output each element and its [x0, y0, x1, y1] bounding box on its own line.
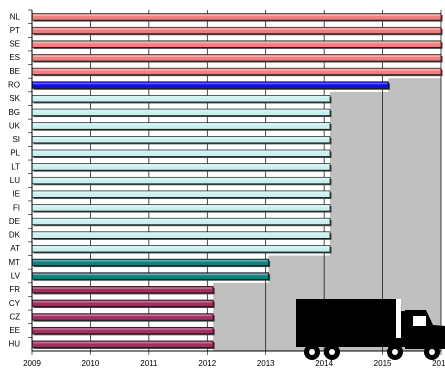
y-tick-label: EE — [9, 326, 20, 335]
bar-de — [31, 217, 332, 227]
y-tick-label: PL — [10, 149, 20, 158]
step-bg-fi — [329, 200, 441, 216]
x-tick-label: 2012 — [198, 359, 216, 368]
y-tick-label: LV — [11, 271, 21, 280]
step-bg-fr — [213, 282, 441, 297]
bar-si — [31, 136, 332, 145]
x-tick-label: 2010 — [82, 359, 100, 368]
y-tick-label: FI — [13, 203, 20, 212]
bar-hu — [31, 340, 215, 349]
y-tick-label: LT — [11, 162, 20, 171]
bar-dk — [31, 231, 332, 240]
y-tick-label: DE — [9, 217, 20, 226]
bar-sk — [31, 95, 332, 104]
bar-es — [31, 54, 443, 63]
x-tick-label: 2014 — [315, 359, 333, 368]
step-bg-pl — [329, 146, 441, 161]
step-bg-sk — [329, 91, 441, 106]
x-tick-label: 2016 — [432, 359, 445, 368]
y-tick-label: ES — [9, 53, 20, 62]
step-bg-lt — [329, 160, 441, 175]
bar-uk — [31, 122, 332, 131]
y-tick-label: FR — [9, 285, 20, 294]
y-tick-label: AT — [10, 244, 20, 253]
step-bg-si — [329, 132, 441, 147]
y-tick-label: SK — [9, 94, 20, 103]
bar-be — [31, 67, 443, 77]
x-axis-labels: 2009 2010 2011 2012 2013 2014 2015 2016 — [23, 351, 445, 368]
axes — [31, 10, 441, 352]
y-tick-label: LU — [10, 176, 20, 185]
x-tick-label: 2015 — [374, 359, 392, 368]
y-tick-label: UK — [9, 121, 21, 130]
step-bg-ro — [388, 78, 441, 93]
bar-lv — [31, 272, 271, 281]
bar-se — [31, 40, 443, 49]
bar-ie — [31, 190, 332, 199]
bar-mt — [31, 258, 271, 268]
y-tick-label: HU — [8, 340, 20, 349]
y-tick-label: PT — [10, 26, 20, 35]
bar-cz — [31, 313, 215, 322]
bar-fi — [31, 204, 332, 213]
bar-lu — [31, 176, 332, 186]
bar-ro — [31, 81, 390, 90]
step-bg-lv — [268, 269, 441, 284]
bar-pt — [31, 26, 443, 36]
bar-lt — [31, 163, 332, 172]
y-axis-labels: NL PT SE ES BE RO SK BG UK SI PL LT LU IE FI DE DK AT MT LV… — [8, 9, 32, 349]
y-tick-label: CY — [9, 299, 21, 308]
y-tick-label: BE — [9, 67, 20, 76]
y-tick-label: CZ — [9, 312, 20, 321]
bar-at — [31, 245, 332, 254]
step-bg-bg — [329, 105, 441, 120]
step-bg-at — [329, 241, 441, 257]
step-bg-dk — [329, 228, 441, 243]
bar-ee — [31, 326, 215, 336]
step-bg-mt — [268, 255, 441, 270]
step-bg-uk — [329, 119, 441, 134]
bar-fr — [31, 286, 215, 295]
bar-cy — [31, 299, 215, 309]
step-bg-lu — [329, 173, 441, 188]
x-tick-label: 2013 — [257, 359, 275, 368]
step-bg-de — [329, 214, 441, 229]
step-bg-ie — [329, 187, 441, 202]
y-tick-label: RO — [8, 81, 20, 90]
y-tick-label: SE — [9, 40, 20, 49]
truck-icon — [296, 299, 445, 360]
y-tick-label: NL — [10, 12, 21, 21]
y-tick-label: BG — [8, 108, 20, 117]
y-tick-label: IE — [12, 190, 20, 199]
bar-nl — [31, 13, 443, 22]
y-tick-label: SI — [12, 135, 20, 144]
bars — [31, 13, 443, 349]
x-tick-label: 2009 — [23, 359, 41, 368]
y-tick-label: DK — [9, 231, 21, 240]
bar-bg — [31, 108, 332, 118]
bar-pl — [31, 149, 332, 158]
x-tick-label: 2011 — [140, 359, 158, 368]
y-tick-label: MT — [8, 258, 20, 267]
